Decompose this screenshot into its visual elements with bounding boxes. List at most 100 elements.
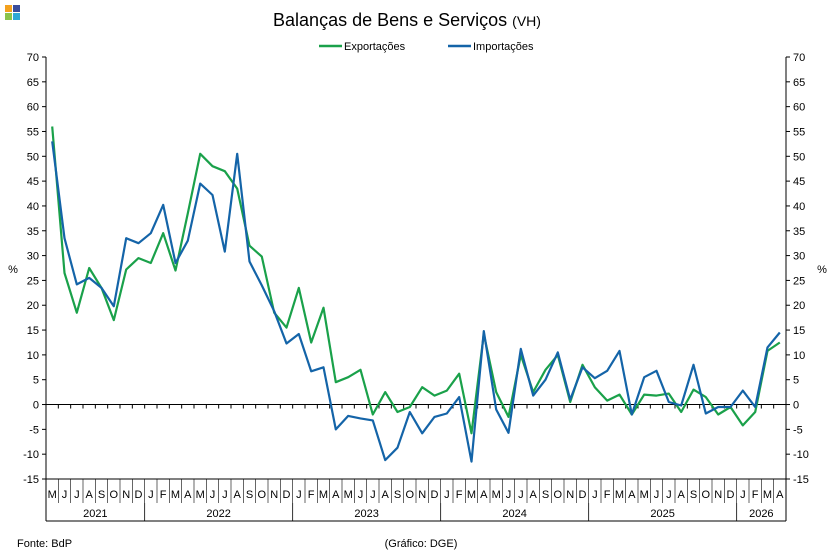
month-label: J [506, 489, 512, 501]
y-tick-label-right: 70 [793, 52, 805, 64]
month-label: M [48, 489, 57, 501]
y-tick-label-right: 20 [793, 300, 805, 312]
month-label: F [308, 489, 315, 501]
y-axis-label-left: % [8, 264, 18, 276]
month-label: A [529, 489, 537, 501]
month-label: J [518, 489, 524, 501]
source-note: Fonte: BdP [17, 538, 72, 550]
year-label: 2023 [354, 508, 378, 520]
y-tick-label-left: 25 [27, 275, 39, 287]
y-tick-label-left: 30 [27, 251, 39, 263]
month-label: M [763, 489, 772, 501]
y-tick-label-left: -10 [23, 449, 39, 461]
year-label: 2021 [83, 508, 107, 520]
y-tick-label-left: 5 [33, 375, 39, 387]
month-label: D [727, 489, 735, 501]
y-tick-label-left: -15 [23, 474, 39, 486]
y-tick-label-right: 25 [793, 275, 805, 287]
legend-label-exports: Exportações [344, 41, 406, 53]
month-label: J [148, 489, 154, 501]
y-tick-label-right: 50 [793, 151, 805, 163]
month-label: S [542, 489, 549, 501]
series-line-imports [51, 141, 781, 463]
y-tick-label-left: -5 [29, 424, 39, 436]
month-label: A [628, 489, 636, 501]
month-label: J [444, 489, 450, 501]
y-tick-label-right: -5 [793, 424, 803, 436]
month-label: M [196, 489, 205, 501]
month-label: S [246, 489, 253, 501]
y-tick-label-right: 5 [793, 375, 799, 387]
month-label: N [270, 489, 278, 501]
y-tick-label-right: 55 [793, 126, 805, 138]
month-label: F [456, 489, 463, 501]
year-label: 2025 [650, 508, 674, 520]
chart-title: Balanças de Bens e Serviços (VH) [273, 10, 541, 30]
y-tick-label-left: 50 [27, 151, 39, 163]
series-line-exports [51, 126, 781, 435]
chart-title-vh: (VH) [512, 13, 541, 29]
month-label: J [666, 489, 672, 501]
y-tick-label-right: 10 [793, 350, 805, 362]
credit-note: (Gráfico: DGE) [385, 538, 458, 550]
month-label: J [62, 489, 68, 501]
month-label: D [135, 489, 143, 501]
month-label: M [467, 489, 476, 501]
month-label: M [319, 489, 328, 501]
month-label: N [122, 489, 130, 501]
month-label: S [394, 489, 401, 501]
month-label: J [358, 489, 364, 501]
month-label: M [640, 489, 649, 501]
month-label: F [752, 489, 759, 501]
month-label: M [171, 489, 180, 501]
month-label: N [714, 489, 722, 501]
month-label: O [554, 489, 563, 501]
month-label: D [431, 489, 439, 501]
month-label: D [283, 489, 291, 501]
month-label: M [344, 489, 353, 501]
month-label: A [677, 489, 685, 501]
month-label: M [615, 489, 624, 501]
month-label: A [233, 489, 241, 501]
month-label: A [332, 489, 340, 501]
legend: Exportações Importações [319, 41, 534, 53]
month-label: A [184, 489, 192, 501]
y-tick-label-left: 70 [27, 52, 39, 64]
y-tick-label-left: 55 [27, 126, 39, 138]
y-tick-label-left: 35 [27, 226, 39, 238]
y-tick-label-right: 0 [793, 400, 799, 412]
y-tick-label-right: 15 [793, 325, 805, 337]
month-label: N [418, 489, 426, 501]
month-label: J [370, 489, 376, 501]
month-label: J [654, 489, 660, 501]
month-label: S [690, 489, 697, 501]
y-tick-label-right: 65 [793, 77, 805, 89]
y-tick-label-right: 35 [793, 226, 805, 238]
month-label: J [740, 489, 746, 501]
month-label: J [296, 489, 302, 501]
y-tick-label-right: 45 [793, 176, 805, 188]
year-label: 2024 [502, 508, 526, 520]
y-tick-label-left: 15 [27, 325, 39, 337]
y-tick-label-left: 65 [27, 77, 39, 89]
chart-title-main: Balanças de Bens e Serviços [273, 10, 507, 30]
month-label: O [258, 489, 267, 501]
y-tick-label-right: 60 [793, 102, 805, 114]
y-tick-label-left: 40 [27, 201, 39, 213]
month-label: A [85, 489, 93, 501]
year-label: 2022 [206, 508, 230, 520]
month-label: M [492, 489, 501, 501]
month-label: S [98, 489, 105, 501]
month-label: O [702, 489, 711, 501]
month-label: O [110, 489, 119, 501]
y-tick-label-left: 60 [27, 102, 39, 114]
y-tick-label-left: 10 [27, 350, 39, 362]
legend-label-imports: Importações [473, 41, 534, 53]
month-label: N [566, 489, 574, 501]
month-label: J [74, 489, 80, 501]
month-label: A [480, 489, 488, 501]
logo-icon [5, 5, 20, 20]
month-label: F [604, 489, 611, 501]
